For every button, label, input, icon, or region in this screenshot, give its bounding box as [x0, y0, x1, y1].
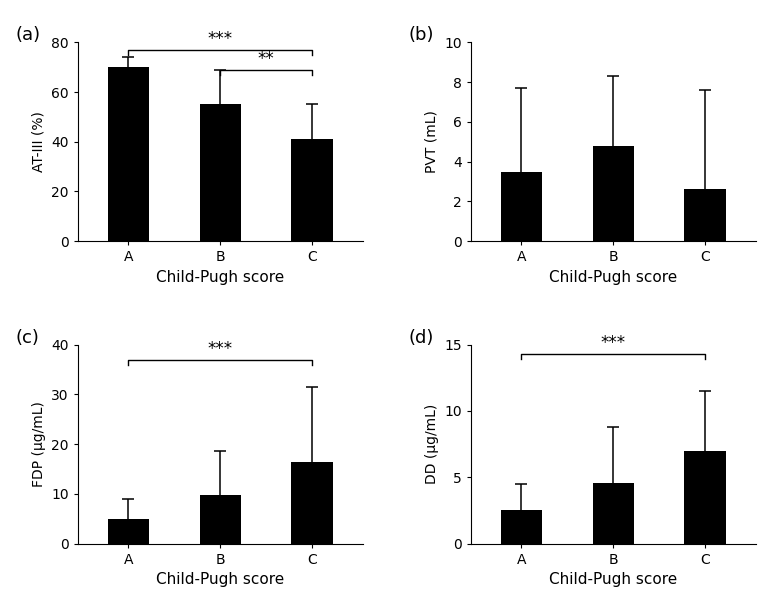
X-axis label: Child-Pugh score: Child-Pugh score — [549, 270, 678, 285]
Bar — [199, 104, 241, 241]
Text: ***: *** — [208, 340, 233, 358]
Bar — [593, 146, 634, 241]
Y-axis label: PVT (mL): PVT (mL) — [425, 111, 439, 173]
Y-axis label: AT-III (%): AT-III (%) — [32, 111, 46, 172]
Text: ***: *** — [601, 335, 626, 352]
X-axis label: Child-Pugh score: Child-Pugh score — [549, 572, 678, 587]
Text: (b): (b) — [408, 27, 434, 44]
Text: **: ** — [258, 50, 274, 68]
Text: (c): (c) — [16, 329, 39, 347]
Y-axis label: DD (μg/mL): DD (μg/mL) — [425, 404, 439, 484]
Text: (d): (d) — [408, 329, 434, 347]
Bar — [685, 190, 726, 241]
Bar — [199, 495, 241, 544]
Text: ***: *** — [208, 30, 233, 48]
Y-axis label: FDP (μg/mL): FDP (μg/mL) — [32, 401, 46, 487]
Bar — [593, 483, 634, 544]
Bar — [685, 451, 726, 544]
Bar — [501, 510, 542, 544]
Bar — [108, 67, 149, 241]
Bar — [108, 519, 149, 544]
Text: (a): (a) — [16, 27, 41, 44]
Bar — [291, 461, 333, 544]
Bar — [501, 172, 542, 241]
Bar — [291, 140, 333, 241]
X-axis label: Child-Pugh score: Child-Pugh score — [156, 572, 284, 587]
X-axis label: Child-Pugh score: Child-Pugh score — [156, 270, 284, 285]
